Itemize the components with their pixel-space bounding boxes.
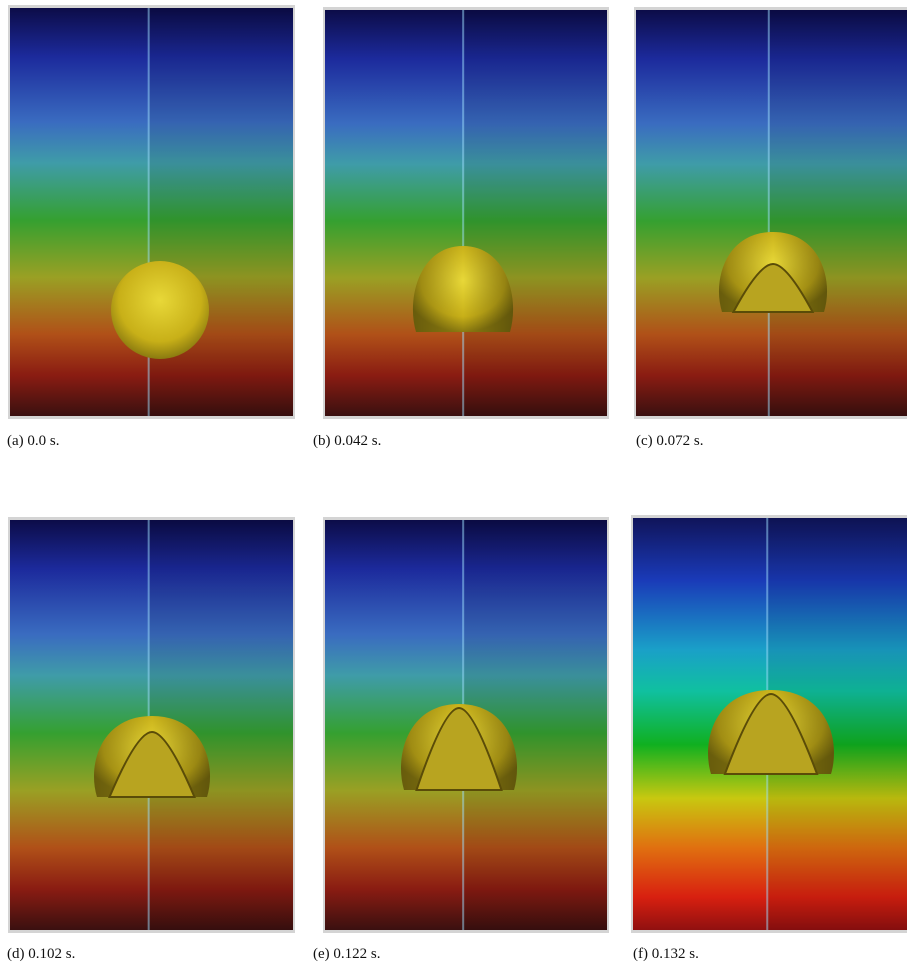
caption: (e) 0.122 s. bbox=[313, 946, 381, 962]
caption: (d) 0.102 s. bbox=[7, 946, 75, 962]
face-shade bbox=[463, 10, 607, 416]
panel bbox=[323, 7, 609, 419]
bubble bbox=[111, 261, 209, 359]
figure: (a) 0.0 s. (b) 0.042 s. (c) 0.072 s. (d) 0.… bbox=[0, 0, 907, 972]
panel bbox=[8, 517, 295, 933]
panel bbox=[631, 515, 907, 933]
panel bbox=[8, 5, 295, 419]
face-shade bbox=[769, 10, 907, 416]
caption: (b) 0.042 s. bbox=[313, 433, 381, 449]
panel bbox=[634, 7, 907, 419]
caption: (a) 0.0 s. bbox=[7, 433, 60, 449]
panel bbox=[323, 517, 609, 933]
caption: (f) 0.132 s. bbox=[633, 946, 699, 962]
caption: (c) 0.072 s. bbox=[636, 433, 704, 449]
